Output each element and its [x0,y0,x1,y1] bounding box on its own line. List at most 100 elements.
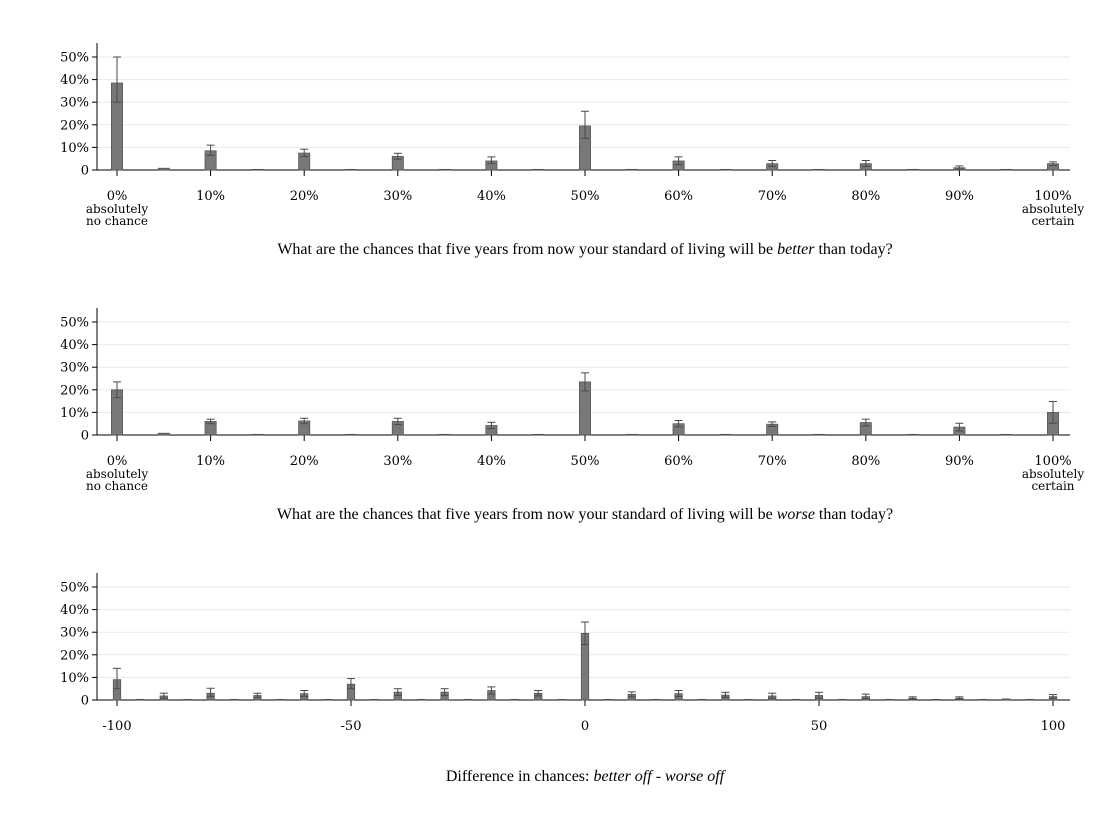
x-tick-label: 60% [664,454,693,469]
x-tick-label: 90% [945,454,974,469]
bar [813,433,825,436]
x-sublabel: certain [1031,214,1074,228]
x-axis-title-part: better [777,241,815,258]
bar [157,432,170,436]
x-sublabel: absolutely [1022,202,1085,216]
x-sublabel: no chance [86,479,148,493]
x-tick-label: 20% [290,189,319,204]
bar [438,433,451,436]
x-axis-title-part: - [652,768,665,785]
bar [791,698,800,701]
bar [838,698,847,701]
x-tick-label: 20% [290,454,319,469]
bar [532,433,545,436]
bar [1002,698,1011,701]
x-tick-label: 50% [571,454,600,469]
bar [651,698,660,701]
y-tick-label: 10% [60,671,89,686]
y-tick-label: 10% [60,141,89,156]
bar [463,698,473,701]
y-tick-label: 40% [60,338,89,353]
bar [370,698,379,701]
bar [251,168,264,171]
y-tick-label: 20% [60,118,89,133]
y-tick-label: 10% [60,406,89,421]
y-tick-label: 50% [60,581,89,596]
x-tick-label: 100 [1041,719,1066,734]
bar [1000,168,1013,171]
x-axis-title: What are the chances that five years fro… [277,241,892,258]
x-axis-title-part: What are the chances that five years fro… [277,241,777,258]
x-axis-title-part: worse [777,506,815,523]
bar [719,168,732,171]
bar [906,433,919,436]
y-tick-label: 30% [60,96,89,111]
bar [157,167,170,171]
bar [345,433,357,436]
x-tick-label: 80% [851,189,880,204]
x-tick-label: 40% [477,454,506,469]
x-tick-label: 10% [196,189,225,204]
bar [697,698,707,701]
bar [438,168,451,171]
y-tick-label: 30% [60,361,89,376]
bar [532,168,545,171]
bar [417,698,426,701]
x-axis-title-part: worse off [665,768,727,785]
y-tick-label: 30% [60,626,89,641]
bar [978,698,987,701]
bar [276,698,285,701]
bar [1025,698,1034,701]
x-tick-label: 100% [1034,454,1071,469]
x-tick-label: 0% [107,454,128,469]
bar [906,168,919,171]
y-tick-label: 40% [60,603,89,618]
bar [625,433,638,436]
x-axis-title: Difference in chances: better off - wors… [446,768,727,785]
x-tick-label: 30% [383,189,412,204]
bar [345,168,357,171]
bar [1000,433,1013,436]
x-sublabel: absolutely [86,202,149,216]
x-tick-label: 0% [107,189,128,204]
panel-better: 0 10% 20% 30% 40% 50% 0% 10% 20% 30% 40% 50% 60% 70% 8… [60,43,1084,258]
bar [625,168,638,171]
bar [229,698,239,701]
y-tick-label: 50% [60,51,89,66]
bar [183,698,192,701]
x-tick-label: 70% [758,454,787,469]
bar [136,698,145,701]
x-tick-label: -50 [341,719,362,734]
x-axis-title-part: better off [593,768,654,785]
x-axis-title-part: than today? [815,506,893,523]
x-sublabel: no chance [86,214,148,228]
bar [813,168,825,171]
panel-worse: 0 10% 20% 30% 40% 50% 0% 10% 20% 30% 40% 50% 60% 70% 8… [60,308,1084,523]
x-axis-title: What are the chances that five years fro… [277,506,893,523]
x-tick-label: 50% [571,189,600,204]
bar [251,433,264,436]
x-tick-label: 60% [664,189,693,204]
bar [744,698,753,701]
bar [885,698,894,701]
bar [557,698,566,701]
x-axis-title-part: Difference in chances: [446,768,594,785]
x-tick-label: 30% [383,454,412,469]
bar [510,698,519,701]
bar [931,698,941,701]
x-tick-label: 90% [945,189,974,204]
x-tick-label: 100% [1034,189,1071,204]
bar [719,433,732,436]
x-tick-label: 10% [196,454,225,469]
x-sublabel: absolutely [86,467,149,481]
y-tick-label: 40% [60,73,89,88]
x-tick-label: 70% [758,189,787,204]
x-tick-label: 80% [851,454,880,469]
y-tick-label: 50% [60,316,89,331]
panel-difference: 0 10% 20% 30% 40% 50% -100 -50 0 50 100 Difference … [60,573,1070,785]
x-tick-label: 0 [581,719,589,734]
y-tick-label: 20% [60,648,89,663]
y-tick-label: 0 [81,164,89,179]
bar [323,698,332,701]
y-tick-label: 0 [81,694,89,709]
